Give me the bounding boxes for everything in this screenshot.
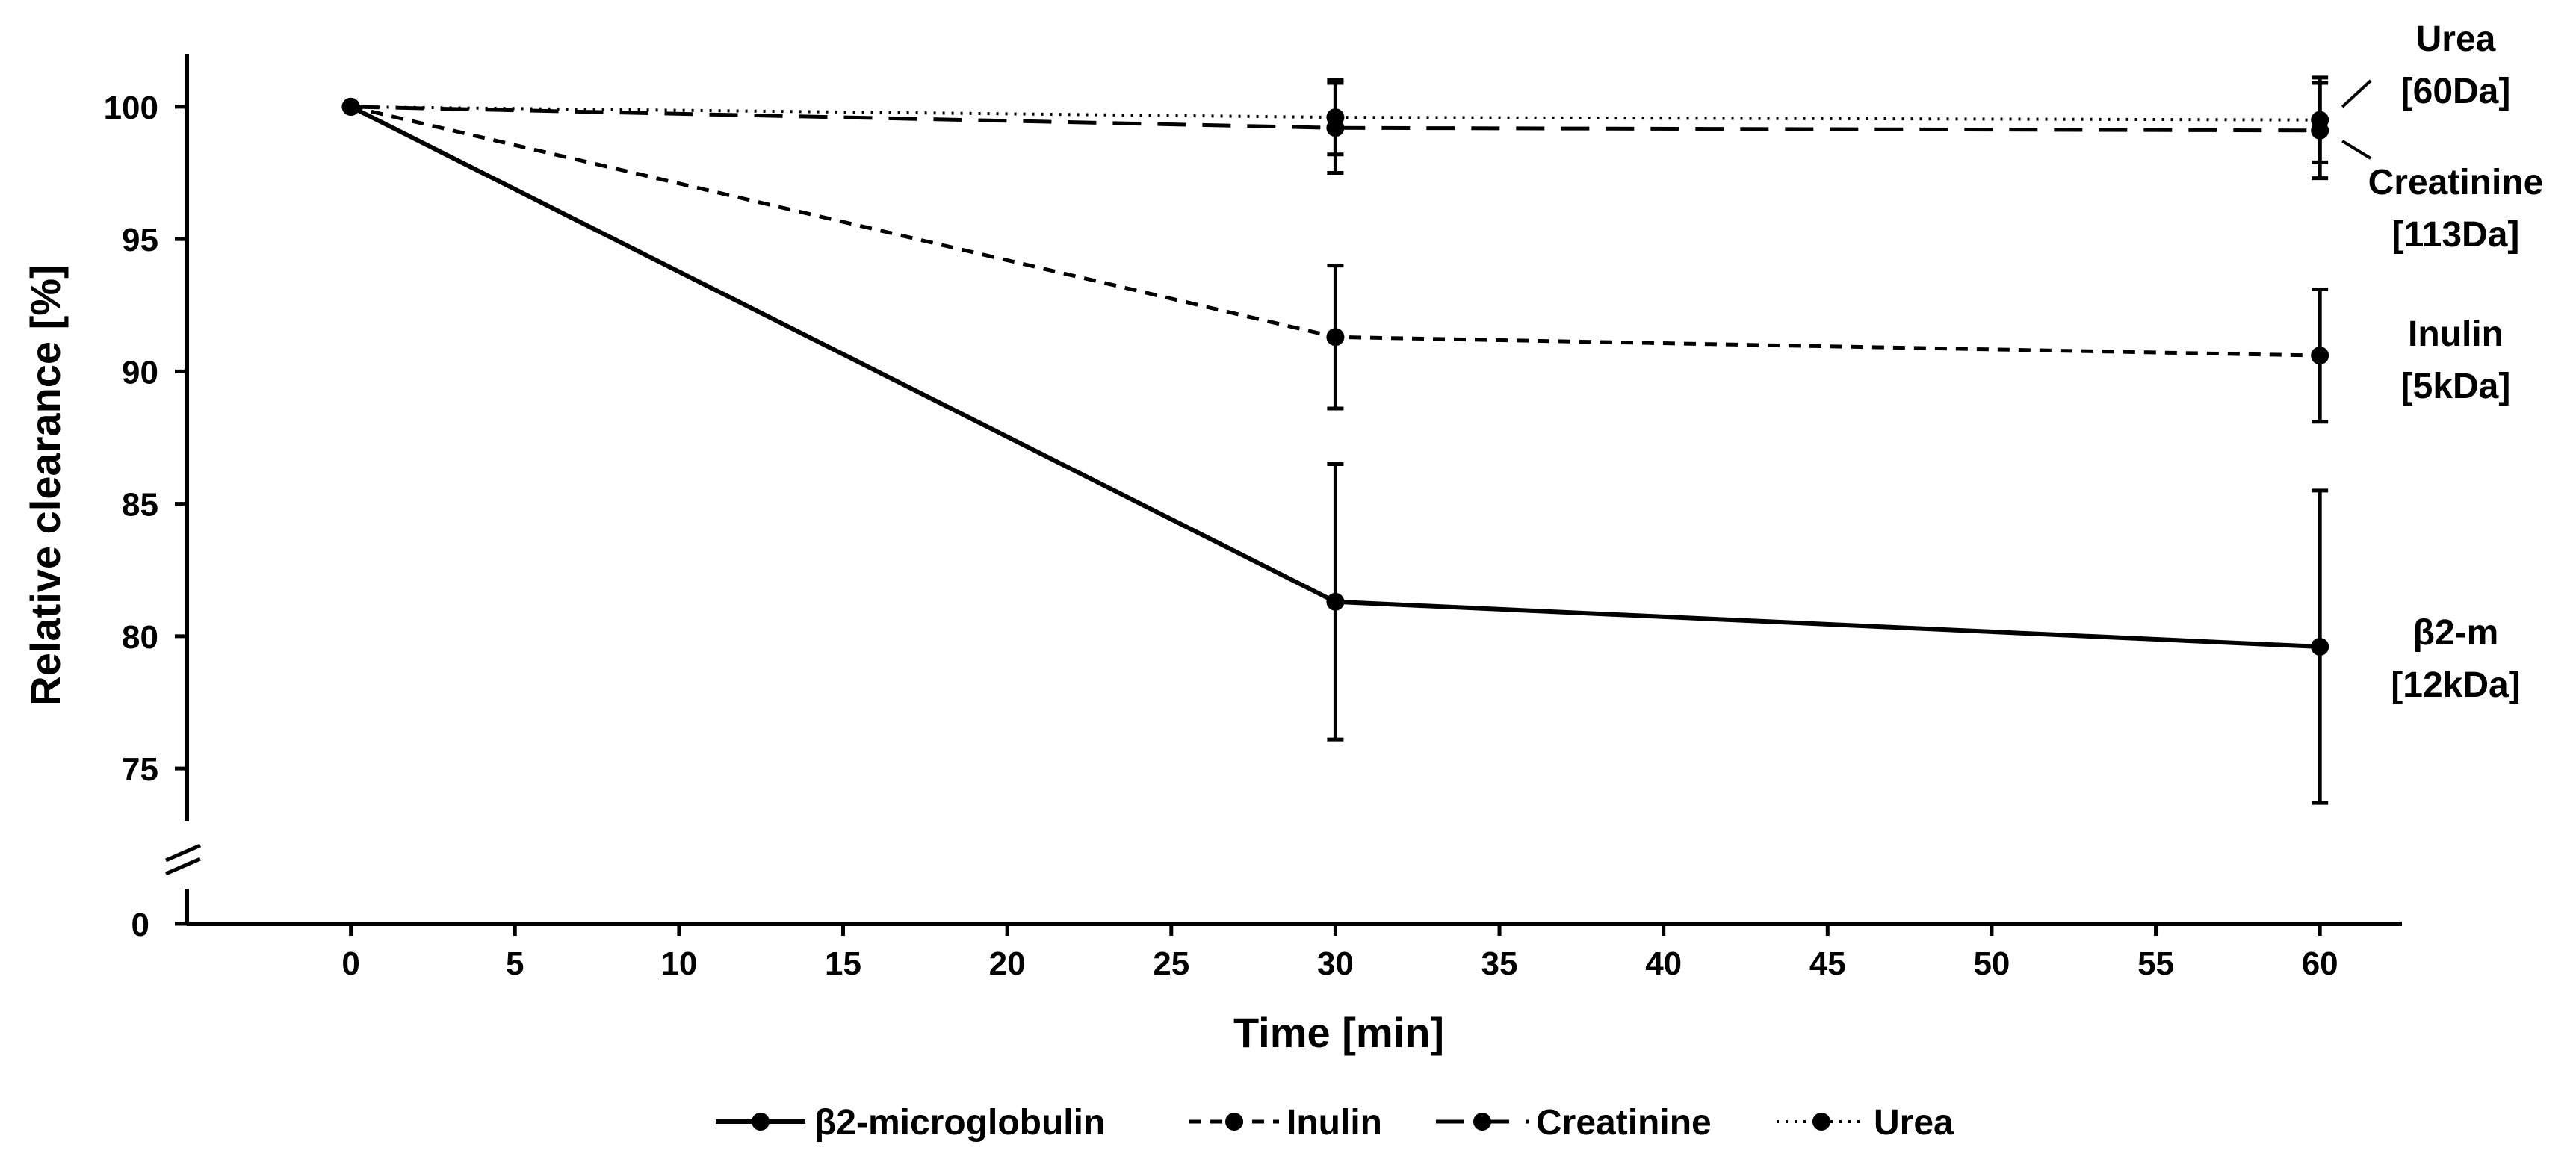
y-tick-label-95: 95	[122, 222, 158, 258]
x-tick-label-25: 25	[1153, 945, 1189, 982]
x-tick-label-10: 10	[660, 945, 697, 982]
y-axis-break-marks	[165, 843, 201, 876]
series-layer	[341, 75, 2329, 805]
legend: β2-microglobulin Inulin Creatinine Urea	[716, 1103, 1954, 1143]
x-tick-label-20: 20	[989, 945, 1026, 982]
point-urea-0	[341, 97, 360, 116]
y-tick-label-90: 90	[122, 354, 158, 391]
series-label-creatinine-2: [113Da]	[2392, 215, 2520, 255]
x-axis-title: Time [min]	[1233, 1009, 1444, 1056]
series-label-inulin-2: [5kDa]	[2401, 367, 2511, 406]
break-mark-2	[165, 857, 201, 876]
legend-marker--2-microglobulin	[752, 1113, 770, 1131]
y-tick-label-80: 80	[122, 619, 158, 656]
legend-marker-inulin	[1225, 1113, 1243, 1131]
point-inulin-60	[2311, 347, 2329, 365]
axes: 75 80 85 90 95 100 0 0 5 10 15 20 25 30 35 40 45 50 55 60	[104, 54, 2402, 982]
y-tick-label-85: 85	[122, 487, 158, 524]
legend-label-urea: Urea	[1874, 1103, 1954, 1143]
x-tick-label-5: 5	[506, 945, 524, 982]
point-urea-60	[2311, 111, 2329, 129]
series-label-inulin-1: Inulin	[2408, 314, 2504, 354]
legend-label-creatinine: Creatinine	[1536, 1103, 1712, 1143]
y-axis-title: Relative clearance [%]	[22, 264, 69, 706]
series-line-urea	[350, 105, 2320, 122]
legend-marker-urea	[1812, 1113, 1830, 1131]
leader-line-creatinine	[2341, 140, 2372, 160]
point--2-microglobulin-30	[1326, 592, 1345, 611]
legend-label-inulin: Inulin	[1287, 1103, 1382, 1143]
series-labels: β2-m [12kDa] Inulin [5kDa] Creatinine [113Da]…	[2341, 19, 2544, 705]
y-tick-label-75: 75	[122, 751, 158, 788]
legend-item-creatinine: Creatinine	[1436, 1103, 1712, 1143]
legend-marker-creatinine	[1473, 1113, 1491, 1131]
series-label-urea-1: Urea	[2416, 19, 2496, 59]
series-label--2-microglobulin-1: β2-m	[2413, 613, 2499, 653]
y-tick-label-100: 100	[104, 90, 158, 126]
point-inulin-30	[1326, 328, 1345, 347]
x-tick-label-55: 55	[2137, 945, 2174, 982]
point-urea-30	[1326, 108, 1345, 127]
x-tick-label-60: 60	[2302, 945, 2338, 982]
leader-line-urea	[2341, 79, 2372, 108]
legend-label--2-microglobulin: β2-microglobulin	[814, 1103, 1105, 1143]
series-label-creatinine-1: Creatinine	[2368, 163, 2544, 202]
series-line-creatinine	[350, 105, 2320, 133]
x-tick-label-50: 50	[1973, 945, 2010, 982]
series--2-microglobulin	[341, 97, 2329, 805]
x-tick-label-45: 45	[1809, 945, 1846, 982]
series-label--2-microglobulin-2: [12kDa]	[2391, 665, 2520, 705]
x-tick-label-30: 30	[1317, 945, 1354, 982]
legend-item--2-microglobulin: β2-microglobulin	[716, 1103, 1105, 1143]
x-tick-label-35: 35	[1481, 945, 1518, 982]
x-tick-label-0: 0	[341, 945, 359, 982]
x-tick-label-15: 15	[825, 945, 861, 982]
x-tick-label-40: 40	[1645, 945, 1682, 982]
y-tick-label-0: 0	[131, 907, 149, 943]
break-mark-1	[165, 843, 201, 863]
series-label-urea-2: [60Da]	[2401, 72, 2511, 111]
point--2-microglobulin-60	[2311, 638, 2329, 656]
legend-item-urea: Urea	[1777, 1103, 1954, 1143]
series-urea	[341, 75, 2329, 164]
legend-item-inulin: Inulin	[1189, 1103, 1382, 1143]
